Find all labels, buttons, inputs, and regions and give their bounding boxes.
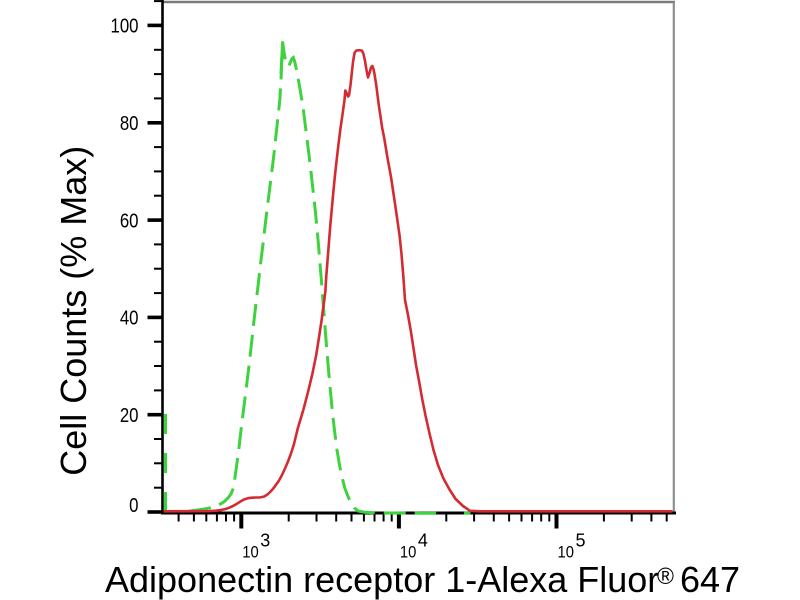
svg-text:80: 80 — [120, 112, 139, 135]
svg-text:10: 10 — [242, 544, 259, 562]
svg-text:647: 647 — [680, 559, 740, 600]
svg-text:10: 10 — [400, 544, 417, 562]
svg-text:0: 0 — [129, 494, 138, 517]
svg-text:®: ® — [657, 563, 674, 589]
svg-text:Adiponectin receptor 1-Alexa F: Adiponectin receptor 1-Alexa Fluor — [105, 559, 659, 600]
svg-text:3: 3 — [260, 531, 270, 551]
svg-text:40: 40 — [120, 306, 139, 329]
svg-text:4: 4 — [418, 531, 428, 551]
svg-text:20: 20 — [120, 403, 139, 426]
svg-text:5: 5 — [576, 531, 586, 551]
svg-text:100: 100 — [110, 14, 138, 37]
svg-text:60: 60 — [120, 209, 139, 232]
svg-text:10: 10 — [558, 544, 575, 562]
svg-text:Cell Counts (% Max): Cell Counts (% Max) — [53, 146, 94, 476]
